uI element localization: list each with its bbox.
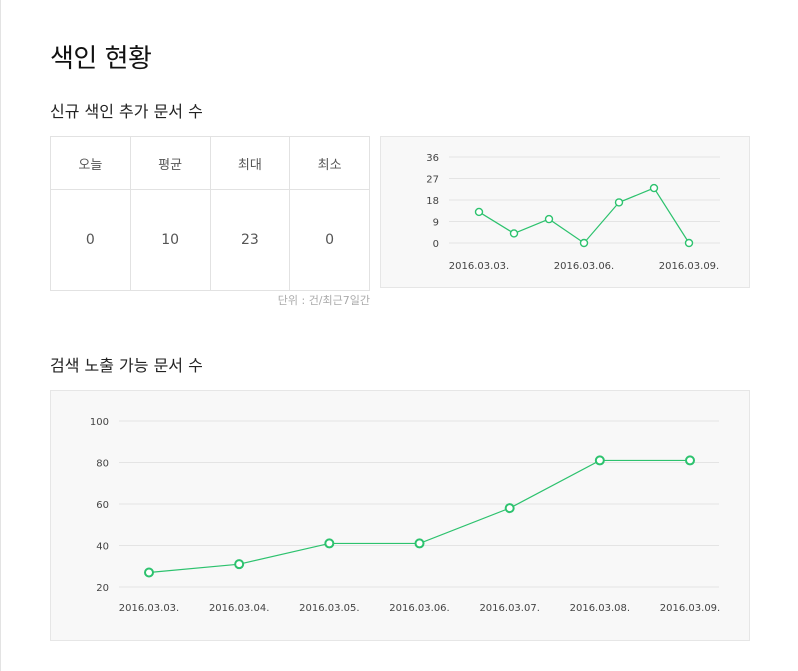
indexed-chart-data-point xyxy=(474,207,484,217)
indexed-chart-data-point xyxy=(544,214,554,224)
indexed-chart-y-tick-label: 36 xyxy=(426,153,439,164)
stat-value-min: 0 xyxy=(289,189,370,291)
exposed-chart-x-tick-label: 2016.03.03. xyxy=(119,603,179,614)
indexed-line-chart: 0 9 18 27 36 2016.03.03. 2016.03.06. 2016.03.09… xyxy=(380,136,750,288)
exposed-chart-data-point xyxy=(504,503,515,514)
stat-header-average: 평균 xyxy=(129,136,211,190)
exposed-chart-data-point xyxy=(234,559,245,570)
indexed-chart-y-tick-label: 0 xyxy=(433,239,439,250)
exposed-chart-y-tick-label: 40 xyxy=(96,542,109,553)
exposed-chart-svg: 20 40 60 80 100 2016.03.03. 2016.03.04. 2016.03… xyxy=(90,417,720,614)
stat-header-min: 최소 xyxy=(289,136,370,190)
indexed-chart-data-point xyxy=(579,238,589,248)
indexed-chart-data-point xyxy=(614,198,624,207)
indexed-chart-svg: 0 9 18 27 36 2016.03.03. 2016.03.06. 2016.03.09… xyxy=(426,153,720,272)
exposed-chart-y-tick-label: 60 xyxy=(96,500,109,511)
indexed-chart-x-tick-label: 2016.03.03. xyxy=(449,261,509,272)
indexed-chart-x-tick-label: 2016.03.09. xyxy=(659,261,719,272)
exposed-chart-y-tick-label: 20 xyxy=(96,583,109,594)
exposed-chart-x-tick-label: 2016.03.06. xyxy=(389,603,449,614)
exposed-section-title: 검색 노출 가능 문서 수 xyxy=(50,356,203,375)
exposed-chart-x-tick-label: 2016.03.09. xyxy=(660,603,720,614)
indexed-section-title: 신규 색인 추가 문서 수 xyxy=(50,102,203,121)
exposed-chart-data-point xyxy=(144,567,154,578)
exposed-chart-x-tick-label: 2016.03.05. xyxy=(299,603,359,614)
stat-value-max: 23 xyxy=(209,189,291,291)
exposed-chart-y-tick-label: 80 xyxy=(96,459,109,470)
stats-value-row: 0 10 23 0 xyxy=(50,189,370,291)
indexed-stats-table: 오늘 평균 최대 최소 0 10 23 0 xyxy=(50,136,370,291)
stat-value-today: 0 xyxy=(50,189,131,291)
indexed-chart-y-tick-label: 9 xyxy=(433,218,439,229)
exposed-line-chart: 20 40 60 80 100 2016.03.03. 2016.03.04. 2016.03… xyxy=(50,390,750,641)
exposed-chart-data-point xyxy=(685,455,695,466)
unit-note: 단위 : 건/최근7일간 xyxy=(277,294,370,307)
stats-header-row: 오늘 평균 최대 최소 xyxy=(50,136,370,190)
exposed-chart-x-tick-label: 2016.03.08. xyxy=(570,603,630,614)
exposed-chart-x-tick-label: 2016.03.04. xyxy=(209,603,269,614)
stat-header-max: 최대 xyxy=(209,136,291,190)
exposed-chart-data-point xyxy=(594,455,605,466)
stat-header-today: 오늘 xyxy=(50,136,131,190)
exposed-chart-data-point xyxy=(324,538,335,549)
indexed-chart-data-point xyxy=(649,183,659,193)
exposed-chart-data-point xyxy=(414,538,425,549)
exposed-chart-y-tick-label: 100 xyxy=(90,417,109,428)
indexed-chart-x-tick-label: 2016.03.06. xyxy=(554,261,614,272)
exposed-chart-series-line xyxy=(148,459,690,574)
indexed-chart-data-point xyxy=(509,229,519,238)
page-title: 색인 현황 xyxy=(50,44,152,74)
indexed-chart-y-tick-label: 18 xyxy=(426,196,439,207)
stat-value-average: 10 xyxy=(129,189,211,291)
exposed-chart-x-tick-label: 2016.03.07. xyxy=(479,603,539,614)
left-border xyxy=(0,0,1,671)
indexed-chart-data-point xyxy=(684,238,694,248)
indexed-chart-y-tick-label: 27 xyxy=(426,175,439,186)
